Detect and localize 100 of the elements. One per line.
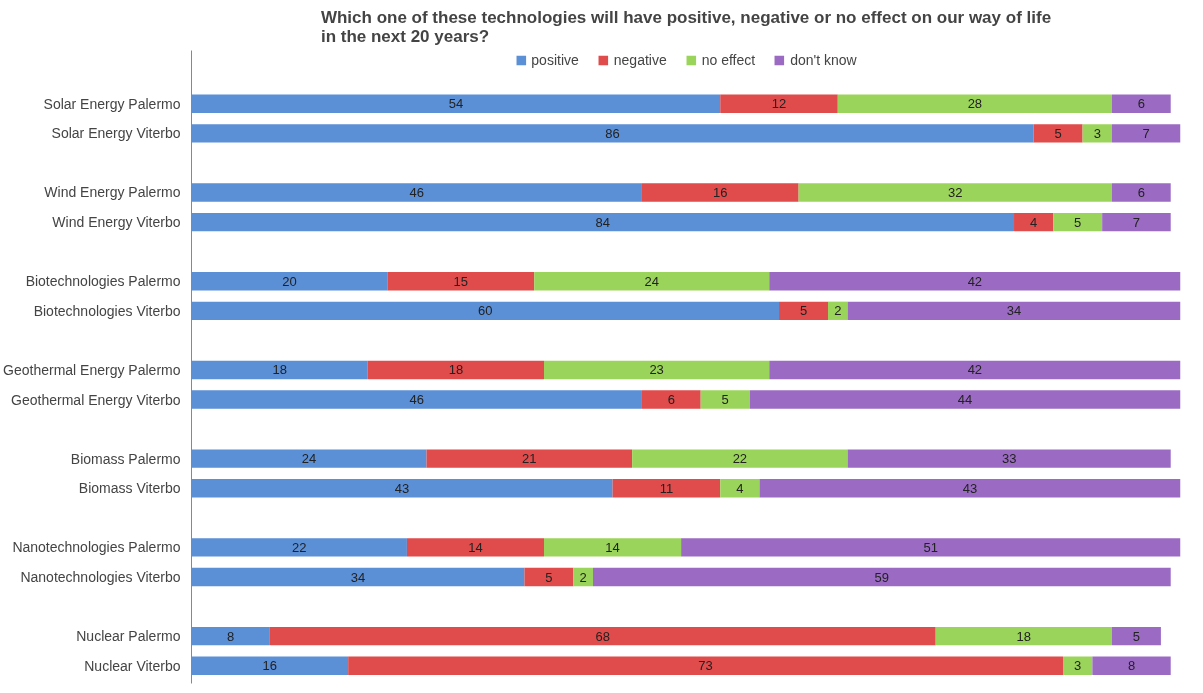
data-label: 46 (409, 184, 424, 200)
data-label: 2 (834, 303, 842, 319)
data-label: 43 (394, 480, 410, 496)
data-label: 14 (605, 539, 620, 555)
data-label: 68 (595, 628, 611, 644)
bar (191, 538, 407, 557)
data-label: 60 (478, 303, 493, 319)
bar (191, 567, 525, 587)
bar (387, 272, 535, 291)
data-label: 15 (453, 273, 469, 289)
bar (191, 212, 1015, 232)
bar (406, 538, 545, 557)
data-label: 12 (771, 96, 787, 112)
data-label: 4 (1030, 214, 1038, 230)
bar (191, 479, 613, 498)
bar (769, 272, 1181, 291)
y-tick-label: Geothermal Energy Palermo (3, 361, 181, 378)
legend-label: don't know (790, 52, 857, 68)
data-label: 20 (282, 273, 297, 289)
bar (592, 567, 1171, 587)
bar (191, 627, 270, 646)
bar (191, 390, 642, 409)
data-label: 46 (409, 392, 424, 408)
bar (191, 272, 388, 291)
bar (827, 301, 848, 320)
bar (191, 94, 721, 113)
data-label: 24 (301, 451, 317, 467)
data-label: 86 (605, 125, 620, 141)
bar (641, 183, 799, 202)
bar (1111, 183, 1171, 202)
bar (191, 656, 349, 675)
y-tick-label: Nuclear Palermo (76, 628, 181, 645)
data-label: 14 (468, 539, 483, 555)
bar (749, 390, 1181, 409)
y-tick-label: Wind Energy Palermo (44, 184, 181, 201)
data-label: 28 (967, 96, 983, 112)
bar (1014, 212, 1054, 232)
bar (348, 656, 1063, 675)
bar (524, 567, 574, 587)
data-label: 34 (1006, 303, 1022, 319)
data-label: 42 (967, 273, 983, 289)
data-label: 24 (644, 273, 659, 289)
data-label: 22 (732, 451, 748, 467)
bar (759, 479, 1181, 498)
bar (641, 390, 701, 409)
data-label: 51 (923, 539, 939, 555)
data-label: 3 (1074, 658, 1082, 674)
y-tick-label: Nanotechnologies Viterbo (20, 569, 181, 586)
y-tick-label: Biomass Viterbo (78, 480, 181, 497)
y-tick-label: Solar Energy Viterbo (51, 125, 181, 142)
bar (534, 272, 770, 291)
bar (681, 538, 1181, 557)
bar (191, 360, 368, 380)
data-label: 5 (1074, 214, 1082, 230)
data-label: 5 (1054, 125, 1062, 141)
data-label: 34 (350, 569, 366, 585)
bar (426, 449, 633, 468)
bar (632, 449, 848, 468)
data-label: 21 (522, 451, 537, 467)
data-label: 3 (1093, 125, 1101, 141)
chart-title: Which one of these technologies will have positive, negative or no effect on our way of life in the next 20 years? (320, 7, 1052, 46)
bar (847, 449, 1171, 468)
bar (720, 479, 760, 498)
data-label: 7 (1142, 125, 1150, 141)
bar (612, 479, 721, 498)
bar (1111, 94, 1171, 113)
bar (1111, 627, 1161, 646)
bar (837, 94, 1112, 113)
bar (1111, 124, 1181, 143)
data-label: 8 (227, 628, 235, 644)
data-label: 22 (291, 539, 307, 555)
y-tick-label: Solar Energy Palermo (43, 95, 181, 112)
legend-label: positive (531, 52, 579, 68)
bar (573, 567, 593, 587)
bar (1102, 212, 1171, 232)
data-label: 18 (448, 362, 464, 378)
y-tick-label: Wind Energy Viterbo (52, 214, 181, 231)
data-label: 32 (948, 184, 963, 200)
bar (191, 449, 427, 468)
data-label: 59 (874, 569, 890, 585)
y-tick-label: Geothermal Energy Viterbo (11, 391, 181, 408)
y-tick-label: Biotechnologies Viterbo (33, 302, 181, 319)
legend-label: no effect (701, 52, 756, 68)
data-label: 16 (713, 184, 728, 200)
y-tick-label: Biomass Palermo (70, 450, 181, 467)
bar (544, 538, 682, 557)
data-label: 8 (1127, 658, 1136, 674)
data-label: 6 (667, 392, 675, 408)
data-label: 5 (799, 303, 808, 319)
data-label: 2 (579, 569, 587, 585)
data-label: 6 (1137, 184, 1145, 200)
data-label: 6 (1137, 96, 1145, 112)
bar (1053, 212, 1103, 232)
data-label: 84 (595, 214, 611, 230)
bar (191, 124, 1034, 143)
bar (720, 94, 838, 113)
data-label: 5 (545, 569, 553, 585)
data-label: 42 (967, 362, 983, 378)
data-label: 23 (649, 362, 664, 378)
bar (269, 627, 936, 646)
